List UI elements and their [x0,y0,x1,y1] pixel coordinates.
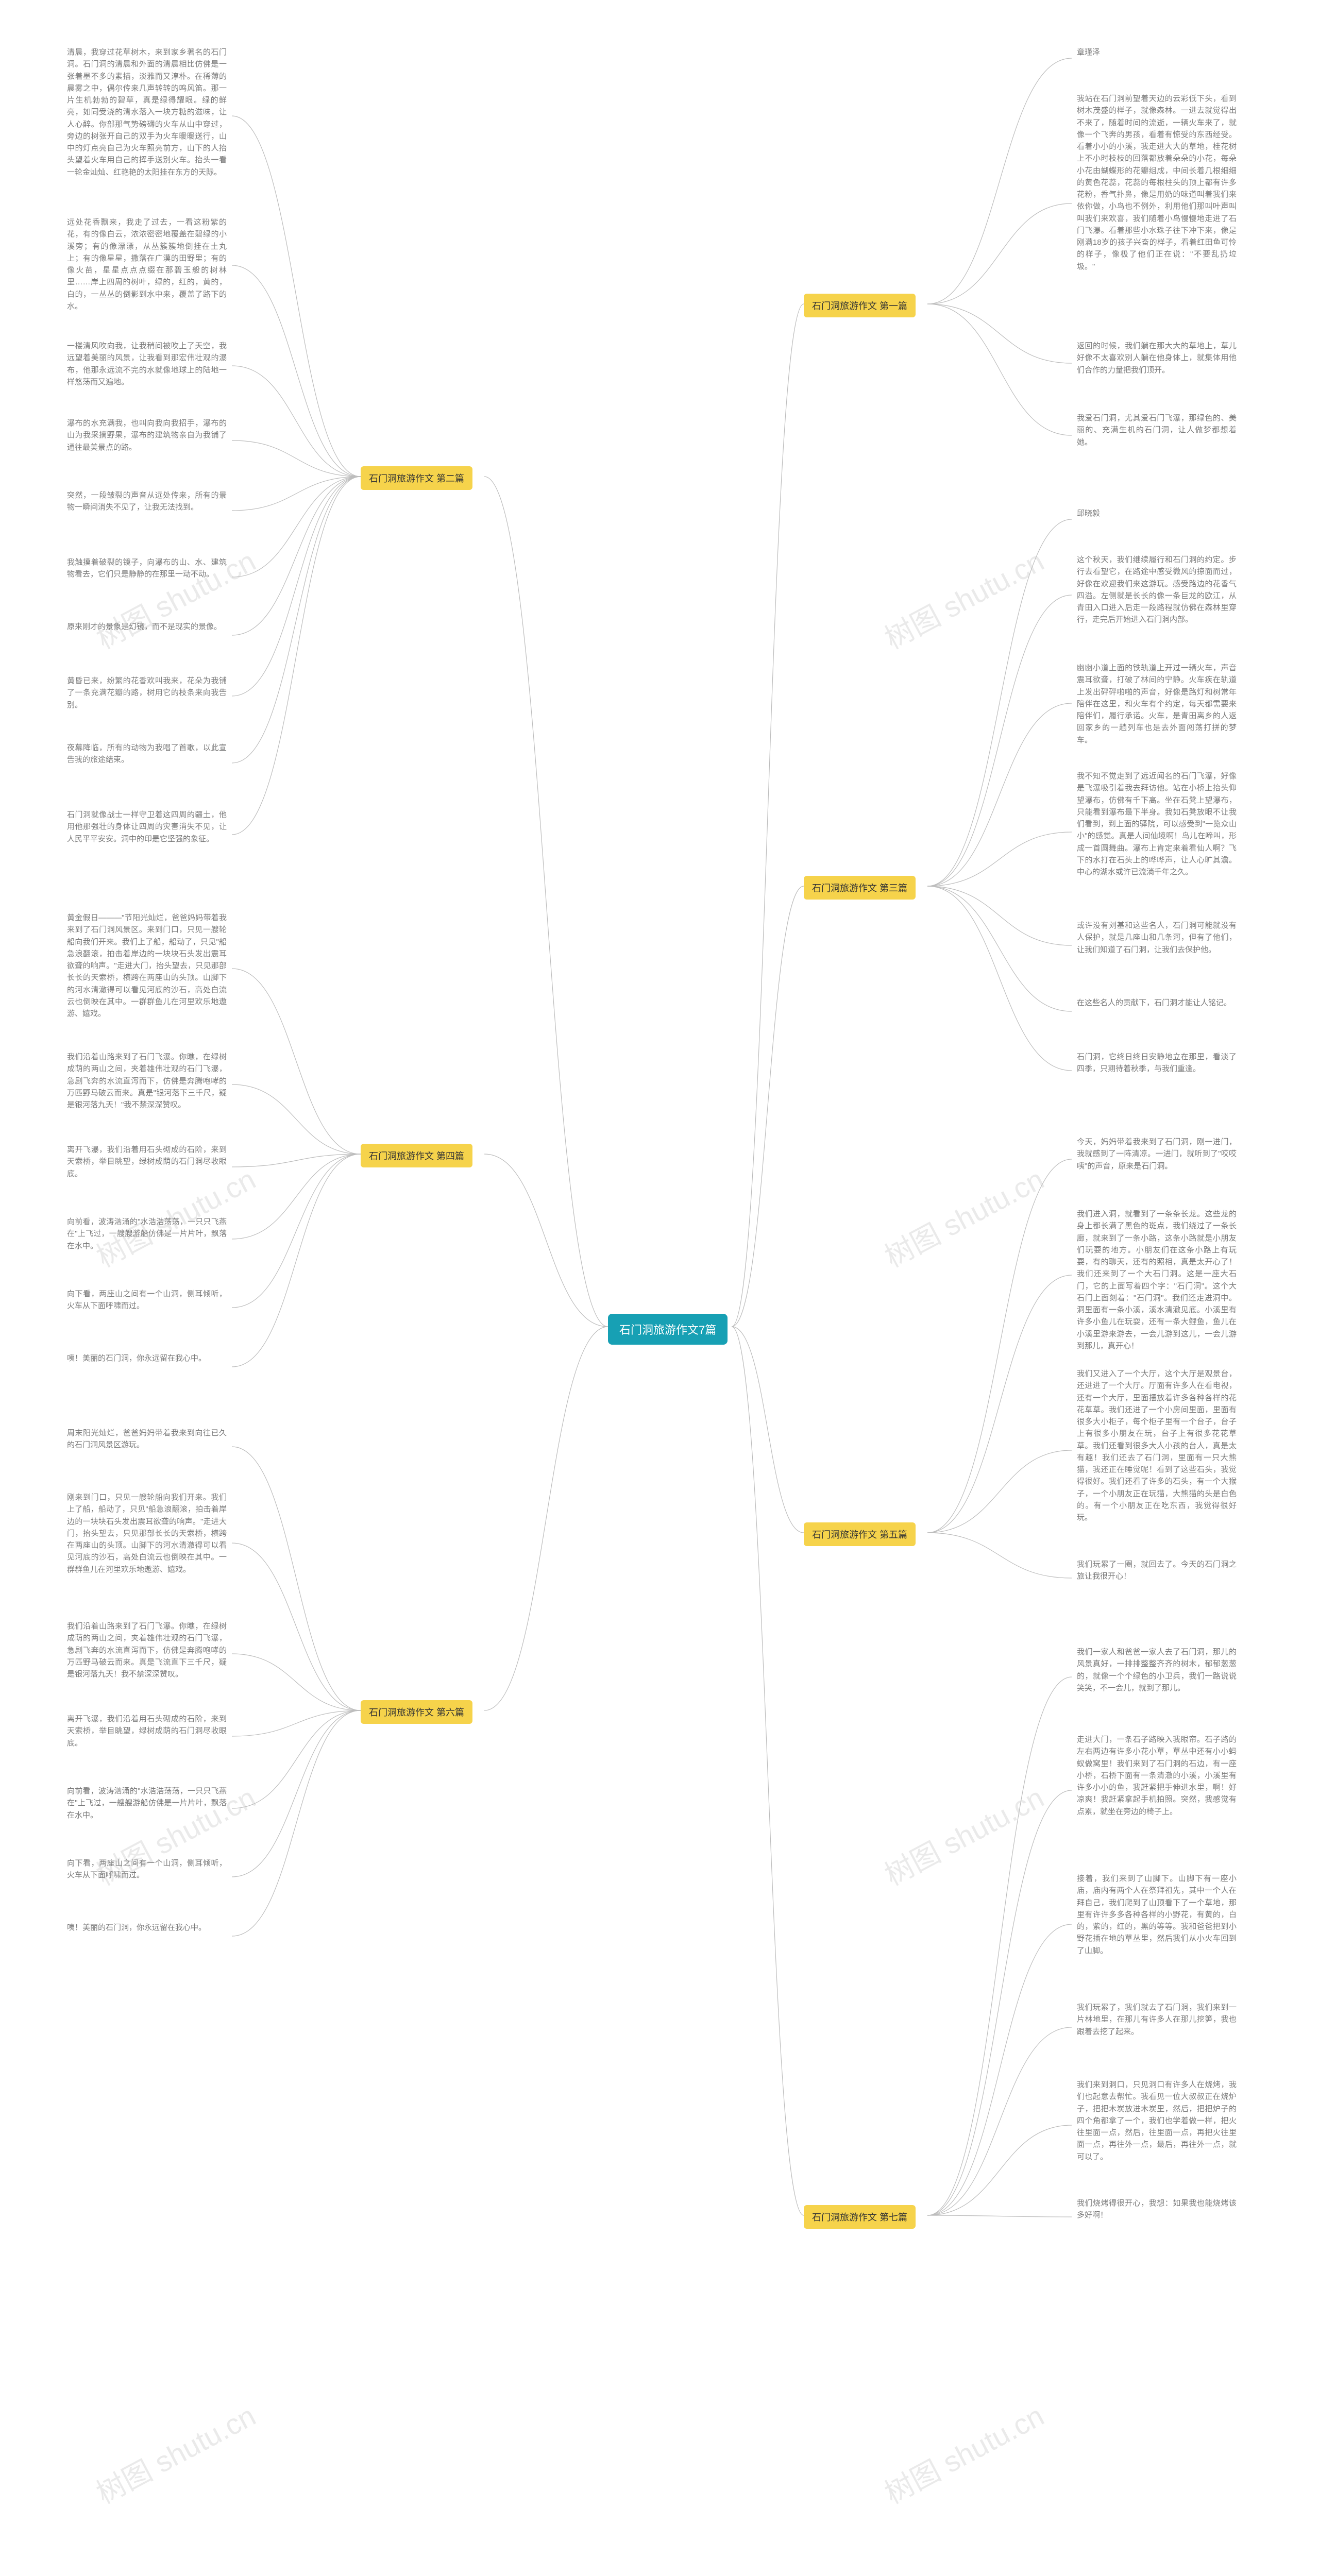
leaf-paragraph: 我们沿着山路来到了石门飞瀑。你瞧，在绿树成荫的两山之间，夹着雄伟壮观的石门飞瀑，… [67,1051,227,1111]
chapter-node: 石门洞旅游作文 第二篇 [361,466,472,490]
leaf-paragraph: 我们烧烤得很开心，我想：如果我也能烧烤该多好啊！ [1077,2197,1237,2222]
watermark: 树图 shutu.cn [88,2393,262,2512]
leaf-paragraph: 咦！美丽的石门洞，你永远留在我心中。 [67,1352,227,1364]
leaf-paragraph: 我们又进入了一个大厅，这个大厅是观景台，还进进了一个大厅。厅面有许多人在看电视，… [1077,1368,1237,1523]
leaf-paragraph: 向前看，波涛汹涌的"水浩浩荡荡，一只只飞燕在"上飞过，一艘艘游船仿佛是一片片叶，… [67,1785,227,1821]
leaf-paragraph: 周末阳光灿烂，爸爸妈妈带着我来到向往已久的石门洞风景区游玩。 [67,1427,227,1451]
leaf-paragraph: 这个秋天，我们继续履行和石门洞的约定。步行去看望它，在路途中感受微风的掠面而过，… [1077,554,1237,626]
leaf-paragraph: 我们沿着山路来到了石门飞瀑。你瞧，在绿树成荫的两山之间，夹着雄伟壮观的石门飞瀑，… [67,1620,227,1680]
leaf-paragraph: 今天，妈妈带着我来到了石门洞，刚一进门，我就感到了一阵清凉。一进门，就听到了"哎… [1077,1136,1237,1172]
leaf-paragraph: 章瑾泽 [1077,46,1237,58]
leaf-paragraph: 我们玩累了一圈，就回去了。今天的石门洞之旅让我很开心！ [1077,1558,1237,1583]
leaf-paragraph: 石门洞就像战士一样守卫着这四周的疆土，他用他那强壮的身体让四周的灾害消失不见，让… [67,809,227,845]
chapter-node: 石门洞旅游作文 第七篇 [804,2205,916,2229]
watermark: 树图 shutu.cn [876,1775,1051,1894]
leaf-paragraph: 离开飞瀑，我们沿着用石头砌成的石阶，来到天索桥，举目眺望，绿树成荫的石门洞尽收眼… [67,1144,227,1180]
leaf-paragraph: 向下看，两座山之间有一个山洞，侧耳倾听，火车从下面呼啸而过。 [67,1288,227,1312]
leaf-paragraph: 我们进入洞，就看到了一条条长龙。这些龙的身上都长满了黑色的斑点，我们绕过了一条长… [1077,1208,1237,1352]
chapter-node: 石门洞旅游作文 第一篇 [804,294,916,317]
chapter-node: 石门洞旅游作文 第五篇 [804,1522,916,1546]
leaf-paragraph: 向前看，波涛汹涌的"水浩浩荡荡，一只只飞燕在"上飞过，一艘艘游船仿佛是一片片叶，… [67,1216,227,1252]
watermark: 树图 shutu.cn [876,1157,1051,1276]
leaf-paragraph: 黄昏已来，纷繁的花香欢叫我来，花朵为我铺了一条充满花瓣的路，树用它的枝条来向我告… [67,675,227,711]
leaf-paragraph: 接着，我们来到了山脚下。山脚下有一座小庙，庙内有两个人在祭拜祖先，其中一个人在拜… [1077,1873,1237,1957]
chapter-node: 石门洞旅游作文 第六篇 [361,1700,472,1724]
leaf-paragraph: 刚来到门口，只见一艘轮船向我们开来。我们上了船，船动了，只见"船急浪翻滚，拍击着… [67,1492,227,1575]
leaf-paragraph: 或许没有刘基和这些名人，石门洞可能就没有人保护，就是几座山和几条河，但有了他们，… [1077,920,1237,956]
leaf-paragraph: 我触摸着破裂的镜子，向瀑布的山、水、建筑物看去，它们只是静静的在那里一动不动。 [67,556,227,581]
leaf-paragraph: 石门洞，它终日终日安静地立在那里，看淡了四季，只期待着秋季，与我们重逢。 [1077,1051,1237,1075]
leaf-paragraph: 咦！美丽的石门洞，你永远留在我心中。 [67,1922,227,1934]
chapter-node: 石门洞旅游作文 第四篇 [361,1144,472,1167]
leaf-paragraph: 返回的时候，我们躺在那大大的草地上，草儿好像不太喜欢别人躺在他身体上，就集体用他… [1077,340,1237,376]
leaf-paragraph: 幽幽小道上面的铁轨道上开过一辆火车，声音震耳欲聋，打破了林间的宁静。火车疾在轨道… [1077,662,1237,746]
leaf-paragraph: 远处花香飘来，我走了过去，一看这粉紫的花，有的像白云，浓浓密密地覆盖在碧绿的小溪… [67,216,227,312]
leaf-paragraph: 黄金假日———"节阳光灿烂，爸爸妈妈带着我来到了石门洞风景区。来到门口，只见一艘… [67,912,227,1020]
leaf-paragraph: 一楼清风吹向我，让我稍间被吹上了天空，我远望着美丽的风景，让我看到那宏伟壮观的瀑… [67,340,227,388]
leaf-paragraph: 我们玩累了，我们就去了石门洞，我们来到一片林地里，在那儿有许多人在那儿挖笋，我也… [1077,2002,1237,2038]
leaf-paragraph: 我不知不觉走到了远近闻名的石门飞瀑，好像是飞瀑吸引着我去拜访他。站在小桥上抬头仰… [1077,770,1237,878]
leaf-paragraph: 在这些名人的贡献下，石门洞才能让人铭记。 [1077,997,1237,1009]
leaf-paragraph: 我爱石门洞，尤其爱石门飞瀑，那绿色的、美丽的、充满生机的石门洞，让人做梦都想着她… [1077,412,1237,448]
leaf-paragraph: 我站在石门洞前望着天边的云彩低下头，看到树木茂盛的样子，就像森林。一进去就觉得出… [1077,93,1237,273]
leaf-paragraph: 瀑布的水充满我，也叫向我向我招手，瀑布的山为我采摘野果，瀑布的建筑物亲自为我铺了… [67,417,227,453]
leaf-paragraph: 邱晓毅 [1077,507,1237,519]
leaf-paragraph: 我们来到洞口，只见洞口有许多人在烧烤，我们也起意去帮忙。我看见一位大叔叔正在烧炉… [1077,2079,1237,2163]
leaf-paragraph: 向下看，两座山之间有一个山洞，侧耳倾听，火车从下面呼啸而过。 [67,1857,227,1882]
leaf-paragraph: 走进大门，一条石子路映入我眼帘。石子路的左右两边有许多小花小草，草丛中还有小小蚂… [1077,1734,1237,1818]
watermark: 树图 shutu.cn [876,538,1051,657]
leaf-paragraph: 离开飞瀑，我们沿着用石头砌成的石阶，来到天索桥，举目眺望，绿树成荫的石门洞尽收眼… [67,1713,227,1749]
chapter-node: 石门洞旅游作文 第三篇 [804,876,916,900]
leaf-paragraph: 原来刚才的景象是幻镜，而不是现实的景像。 [67,621,227,633]
leaf-paragraph: 夜幕降临，所有的动物为我唱了首歌，以此宣告我的旅途结束。 [67,742,227,766]
mindmap-root: 石门洞旅游作文7篇 [608,1314,728,1345]
leaf-paragraph: 清晨，我穿过花草树木，来到家乡著名的石门洞。石门洞的清晨和外面的清晨相比仿佛是一… [67,46,227,178]
leaf-paragraph: 突然，一段皱裂的声音从远处传来，所有的景物一瞬间消失不见了，让我无法找到。 [67,489,227,514]
watermark: 树图 shutu.cn [876,2393,1051,2512]
leaf-paragraph: 我们一家人和爸爸一家人去了石门洞，那儿的风景真好，一排排整整齐齐的树木，郁郁葱葱… [1077,1646,1237,1694]
